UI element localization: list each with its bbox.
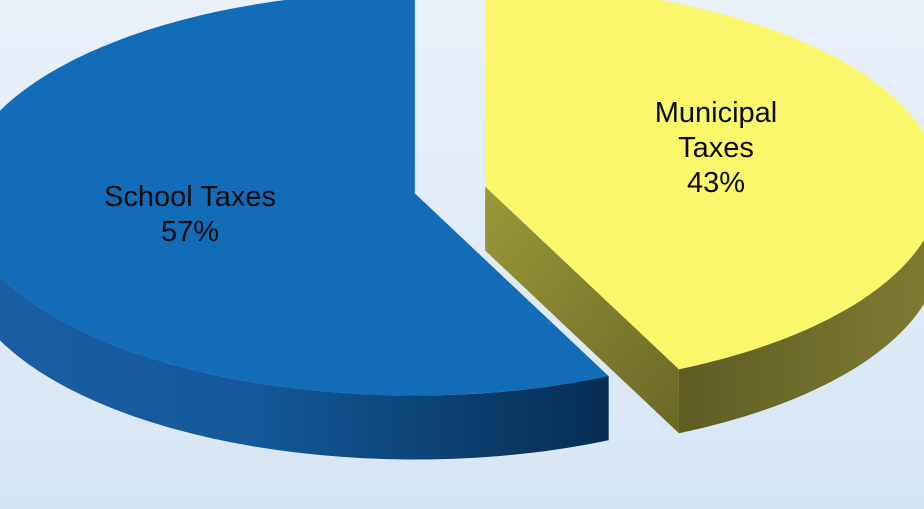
slice-municipal-cut-face [485,186,679,434]
slice-municipal [485,0,924,434]
slice-label-municipal: Municipal Taxes 43% [655,96,778,201]
slice-value-school: 57% [160,216,220,248]
slice-municipal-top [485,0,924,370]
slice-school-side [0,276,609,460]
slice-label-school-line-1: School Taxes [104,181,276,213]
slice-label-municipal-line-1: Municipal [654,97,778,129]
slice-label-municipal-line-2: Taxes [678,132,754,164]
slice-municipal-side [678,239,924,434]
slice-value-municipal: 43% [686,167,746,199]
slice-label-school: School Taxes 57% [104,180,276,250]
slice-school-top [0,0,609,396]
slice-school [0,0,609,460]
